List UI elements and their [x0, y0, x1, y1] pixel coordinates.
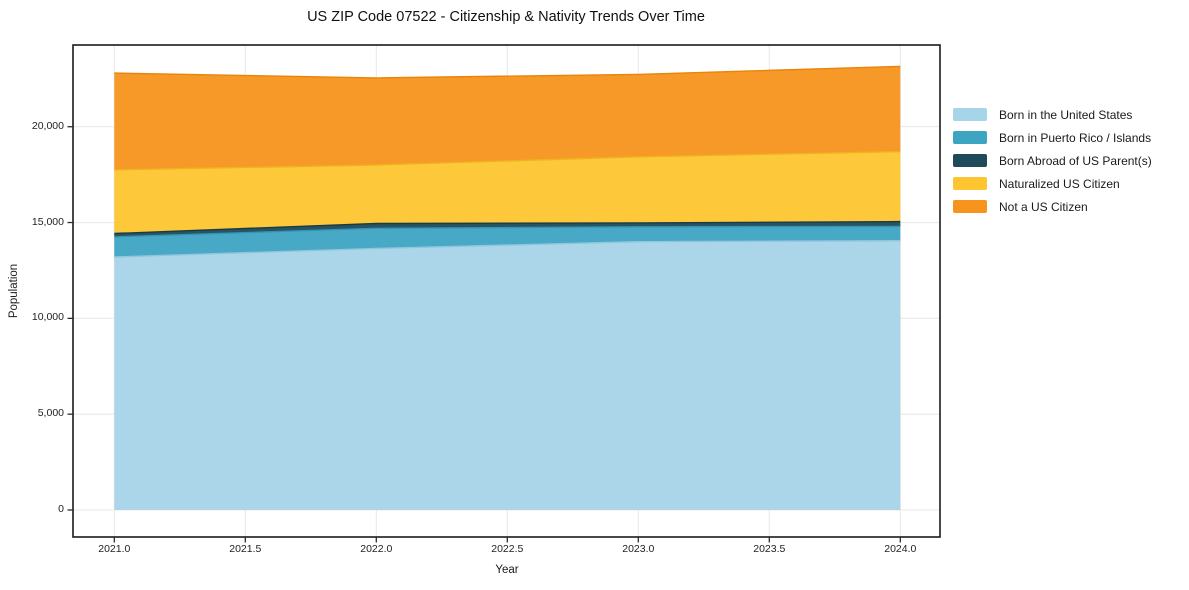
plot-frame — [72, 44, 941, 538]
legend-swatch — [953, 131, 987, 144]
y-tick-label: 0 — [58, 503, 64, 515]
legend-item: Born in the United States — [953, 103, 1152, 126]
area-layer-2 — [114, 226, 901, 257]
area-edge-line-2 — [114, 225, 901, 238]
area-layer-5 — [114, 66, 901, 170]
x-tick-label: 2022.5 — [491, 543, 524, 555]
legend-swatch — [953, 200, 987, 213]
x-tick-label: 2024.0 — [884, 543, 917, 555]
area-edge-line-4 — [114, 150, 901, 171]
x-tick-label: 2022.0 — [360, 543, 393, 555]
x-tick-label: 2021.5 — [229, 543, 262, 555]
chart-title: US ZIP Code 07522 - Citizenship & Nativi… — [307, 9, 705, 25]
x-axis-label: Year — [495, 564, 519, 576]
legend-swatch — [953, 177, 987, 190]
y-tick-label: 10,000 — [31, 311, 64, 324]
legend-label: Born Abroad of US Parent(s) — [999, 153, 1152, 168]
y-axis-label: Population — [8, 263, 20, 319]
legend-item: Not a US Citizen — [953, 195, 1152, 218]
area-edge-line-1 — [114, 240, 901, 258]
legend-item: Born Abroad of US Parent(s) — [953, 149, 1152, 172]
legend-label: Not a US Citizen — [999, 199, 1088, 214]
x-tick-label: 2023.0 — [622, 543, 655, 555]
area-layer-4 — [114, 151, 901, 234]
area-layer-1 — [114, 240, 901, 510]
legend: Born in the United States Born in Puerto … — [953, 103, 1152, 218]
y-tick-label: 15,000 — [31, 215, 64, 228]
legend-label: Naturalized US Citizen — [999, 176, 1120, 191]
legend-label: Born in Puerto Rico / Islands — [999, 130, 1152, 145]
y-tick-label: 5,000 — [37, 407, 64, 420]
y-tick-label: 20,000 — [31, 119, 64, 132]
legend-item: Born in Puerto Rico / Islands — [953, 126, 1152, 149]
x-tick-label: 2023.5 — [753, 543, 786, 555]
legend-swatch — [953, 154, 987, 167]
legend-swatch — [953, 108, 987, 121]
area-edge-line-3 — [114, 220, 901, 235]
legend-item: Naturalized US Citizen — [953, 172, 1152, 195]
legend-label: Born in the United States — [999, 107, 1133, 122]
area-layer-3 — [114, 221, 901, 237]
area-edge-line-5 — [114, 65, 901, 79]
x-tick-label: 2021.0 — [98, 543, 131, 555]
